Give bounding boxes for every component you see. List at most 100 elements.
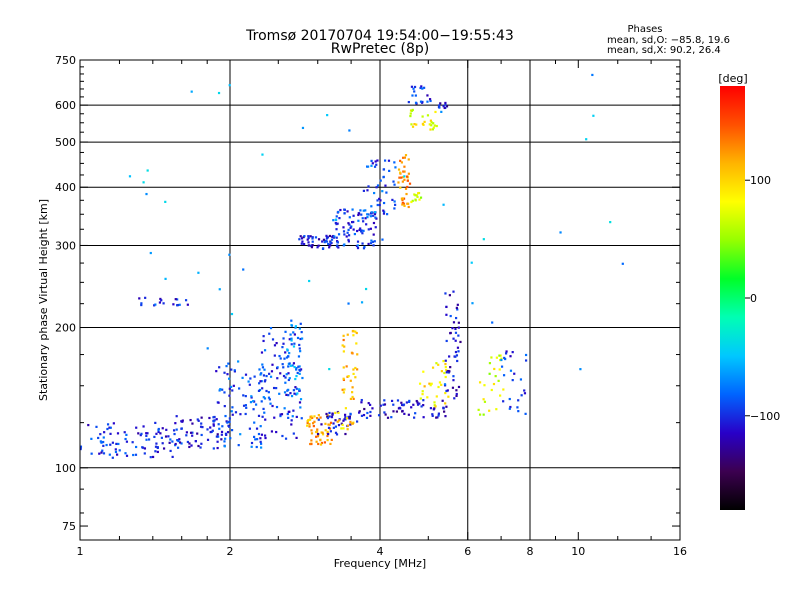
data-point [328, 234, 332, 238]
data-point [495, 356, 498, 359]
data-point [378, 203, 381, 207]
data-point [155, 442, 158, 445]
data-point [252, 400, 255, 403]
data-point [360, 213, 363, 216]
data-point [332, 219, 335, 222]
data-point [275, 430, 278, 434]
data-point [290, 324, 294, 327]
data-point [326, 430, 329, 434]
data-point [114, 448, 117, 451]
data-point [416, 195, 419, 199]
data-point [278, 392, 281, 395]
data-point [172, 303, 175, 306]
data-point [301, 240, 304, 243]
data-point [405, 192, 408, 196]
data-point [223, 391, 226, 394]
data-point [280, 413, 284, 416]
data-point [184, 299, 188, 302]
data-point [357, 411, 361, 414]
data-point [524, 412, 527, 415]
data-point [293, 342, 296, 345]
data-point [379, 404, 382, 407]
data-point [336, 222, 339, 225]
data-point [373, 165, 377, 168]
data-point [321, 431, 324, 434]
data-point [237, 444, 240, 447]
data-point [285, 356, 289, 359]
data-point [335, 236, 338, 239]
data-point [376, 159, 379, 162]
data-point [390, 416, 393, 419]
data-point [445, 313, 448, 316]
data-point [401, 180, 404, 183]
data-point [401, 156, 405, 159]
data-point [164, 277, 167, 280]
data-point [263, 349, 267, 352]
data-point [147, 438, 151, 441]
data-point [212, 447, 215, 450]
data-point [457, 350, 460, 353]
data-point [482, 238, 485, 241]
data-point [426, 396, 429, 399]
data-point [219, 388, 222, 391]
data-point [407, 202, 410, 205]
data-point [403, 204, 406, 207]
data-point [423, 120, 426, 123]
data-point [508, 397, 511, 401]
data-point [218, 389, 221, 392]
data-point [154, 445, 158, 448]
data-point [141, 446, 145, 449]
data-point [342, 226, 345, 229]
data-point [374, 216, 377, 219]
data-point [208, 416, 211, 420]
data-point [344, 416, 347, 419]
data-point [225, 365, 228, 368]
data-point [227, 362, 230, 365]
data-point [367, 402, 370, 405]
data-point [248, 427, 251, 430]
phases-o-stats: mean, sd,O: −85.8, 19.6 [607, 35, 730, 46]
data-point [432, 408, 435, 411]
data-point [175, 428, 178, 431]
data-point [511, 351, 514, 354]
y-tick-label: 750 [55, 54, 76, 67]
data-point [327, 432, 330, 436]
data-point [393, 183, 396, 186]
data-point [174, 442, 177, 446]
data-point [444, 365, 447, 369]
data-point [209, 430, 212, 434]
data-point [284, 437, 288, 440]
data-point [419, 86, 422, 90]
data-point [356, 229, 359, 233]
data-point [262, 396, 265, 399]
data-point [171, 440, 174, 443]
data-point [295, 415, 298, 419]
data-point [260, 446, 263, 449]
data-point [224, 437, 227, 440]
data-point [298, 372, 301, 375]
data-point [406, 179, 409, 182]
data-point [263, 411, 266, 414]
data-point [410, 406, 413, 409]
colorbar-ticks: 100 0 −100 [745, 174, 780, 423]
data-point [197, 271, 200, 274]
data-point [323, 241, 326, 244]
data-point [239, 433, 242, 436]
data-point [440, 110, 443, 113]
data-point [270, 430, 274, 433]
data-point [262, 335, 265, 338]
data-point [392, 403, 395, 406]
data-point [276, 366, 279, 369]
data-point [360, 301, 364, 304]
data-point [290, 423, 293, 426]
data-point [261, 153, 264, 156]
data-point [386, 213, 389, 216]
data-point [478, 381, 482, 384]
data-point [292, 331, 295, 334]
data-point [101, 449, 104, 452]
data-point [155, 432, 158, 435]
data-point [140, 302, 143, 305]
data-point [498, 368, 501, 371]
data-point [436, 416, 439, 419]
data-point [227, 420, 231, 424]
